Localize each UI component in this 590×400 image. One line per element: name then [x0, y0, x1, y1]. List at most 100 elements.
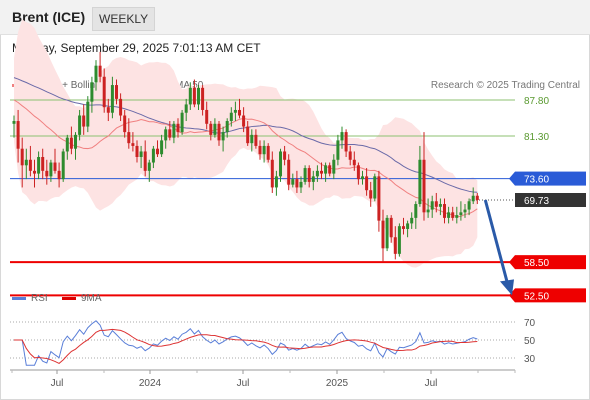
candle-body	[434, 201, 438, 207]
x-axis-label: Jul	[425, 378, 438, 389]
candle-body	[447, 212, 451, 218]
candle-body	[250, 134, 254, 144]
candle-body	[389, 217, 393, 238]
candle-body	[168, 129, 172, 138]
candle-body	[393, 237, 397, 254]
report-datetime: Monday, September 29, 2025 7:01:13 AM CE…	[12, 41, 261, 55]
support-tag	[515, 288, 586, 303]
candle-body	[283, 151, 287, 160]
legend-rsi: RSI	[12, 293, 48, 304]
candle-body	[324, 165, 328, 174]
candle-body	[262, 145, 266, 155]
candle-body	[443, 204, 446, 218]
rsi-swatch	[12, 296, 26, 300]
support-tag-pointer	[509, 255, 515, 270]
candle-body	[295, 179, 299, 188]
candle-body	[451, 212, 455, 218]
candle-body	[320, 170, 323, 174]
candle-body	[299, 181, 303, 188]
candle-body	[463, 209, 467, 213]
legend-rsi-ma: 9MA	[62, 293, 102, 304]
candle-body	[266, 145, 270, 160]
candle-body	[242, 115, 246, 127]
candle-body	[139, 151, 143, 158]
candle-body	[471, 195, 475, 202]
copyright-text: Research © 2025 Trading Central	[430, 80, 580, 91]
rsi-ma-line	[14, 328, 478, 365]
candle-body	[361, 176, 364, 180]
legend-rsi-label: RSI	[31, 293, 48, 304]
candle-body	[176, 123, 180, 133]
current-price-tag	[515, 193, 586, 207]
candle-body	[78, 115, 82, 135]
candle-body	[213, 123, 217, 135]
candle-body	[74, 134, 77, 149]
candle-body	[28, 159, 32, 171]
candle-body	[397, 226, 401, 254]
candle-body	[160, 140, 164, 155]
candle-body	[110, 85, 114, 113]
candle-body	[192, 87, 196, 105]
candle-body	[41, 157, 45, 171]
candle-body	[414, 204, 418, 218]
candle-body	[475, 195, 479, 200]
forecast-arrow-shaft	[483, 199, 510, 286]
candle-body	[291, 179, 295, 185]
candle-body	[254, 134, 258, 146]
candle-body	[180, 112, 184, 133]
timeframe-badge[interactable]: WEEKLY	[92, 7, 156, 31]
candle-body	[426, 209, 430, 213]
ma20-line	[13, 99, 478, 218]
candle-body	[467, 201, 471, 210]
candle-body	[229, 112, 233, 122]
candle-body	[69, 137, 73, 149]
candle-body	[57, 170, 61, 180]
candle-body	[336, 140, 340, 160]
candle-body	[369, 190, 373, 199]
candle-body	[33, 170, 36, 174]
candle-body	[459, 212, 463, 216]
candle-body	[258, 145, 262, 155]
candle-body	[205, 109, 209, 124]
candle-body	[303, 168, 307, 182]
candle-body	[201, 87, 205, 110]
pivot-label: 73.60	[524, 175, 549, 186]
candle-body	[225, 121, 229, 133]
ma50-line	[13, 77, 478, 193]
candle-body	[274, 176, 278, 188]
candle-body	[348, 151, 352, 160]
rsi-line	[14, 320, 478, 366]
resistance-label: 87.80	[524, 96, 549, 107]
support-tag	[515, 255, 586, 270]
candle-body	[311, 176, 315, 182]
candle-body	[20, 148, 24, 166]
forecast-arrow-head	[500, 279, 514, 296]
candle-body	[422, 159, 426, 213]
candle-body	[418, 159, 422, 205]
candle-body	[270, 159, 274, 188]
x-axis-label: Jul	[237, 378, 250, 389]
pivot-tag	[515, 171, 586, 186]
candle-body	[115, 85, 118, 99]
candle-body	[332, 159, 336, 174]
candle-body	[102, 76, 106, 108]
candle-body	[123, 115, 127, 133]
candle-body	[287, 159, 291, 185]
candle-body	[217, 123, 221, 141]
candle-body	[307, 168, 311, 182]
candle-body	[340, 132, 344, 141]
candle-body	[221, 132, 225, 141]
candle-body	[172, 123, 176, 138]
candle-body	[94, 65, 98, 83]
candle-body	[151, 148, 155, 163]
legend-rsi-ma-label: 9MA	[81, 293, 102, 304]
candle-body	[147, 162, 151, 171]
candle-body	[373, 176, 377, 199]
candle-body	[37, 157, 41, 174]
candle-body	[16, 121, 20, 149]
candle-body	[156, 148, 159, 155]
candle-body	[164, 129, 168, 141]
candle-body	[86, 101, 90, 127]
candle-body	[61, 151, 65, 180]
candle-body	[209, 123, 213, 135]
